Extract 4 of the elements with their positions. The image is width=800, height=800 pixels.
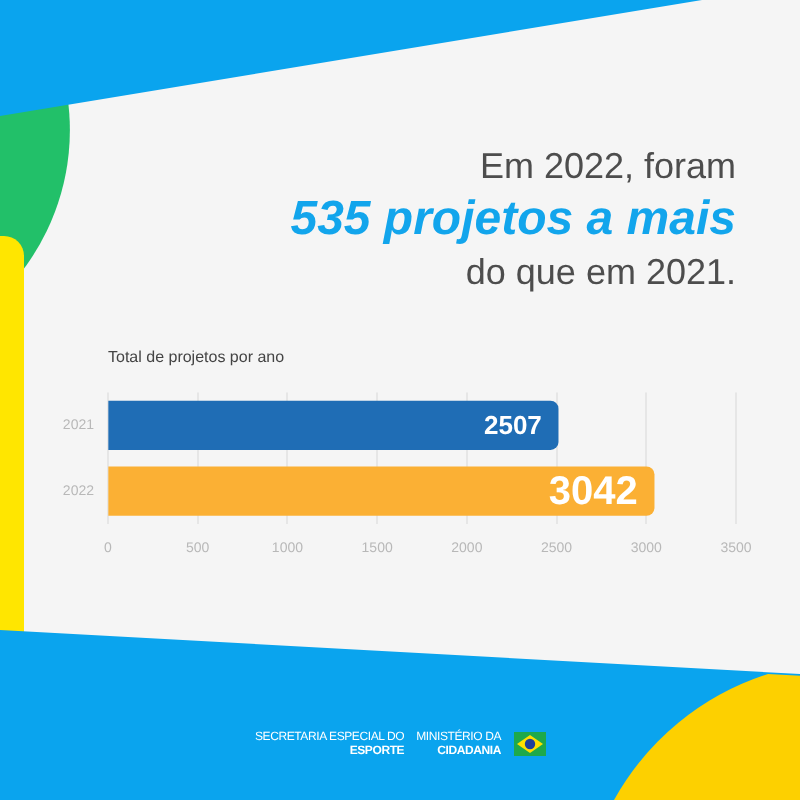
chart-title: Em 2022, foram 535 projetos a mais do que em 2021. xyxy=(290,144,736,296)
chart-subtitle: Total de projetos por ano xyxy=(108,348,285,366)
data-label: 3042 xyxy=(548,470,638,515)
data-label: 2507 xyxy=(483,410,542,441)
